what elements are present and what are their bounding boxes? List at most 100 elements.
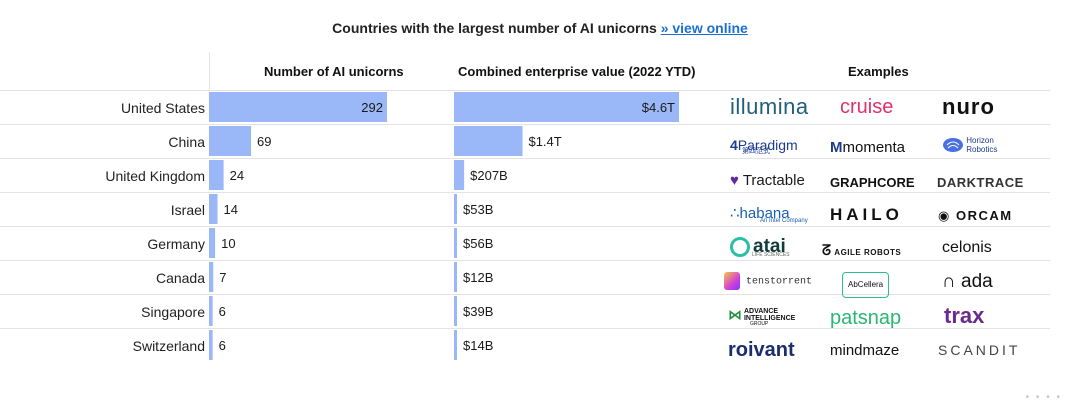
logo-orcam: ◉ ORCAM	[938, 206, 1013, 226]
data-label: 292	[361, 100, 383, 115]
row-rule	[0, 192, 1050, 193]
logo-darktrace-text: DARKTRACE	[937, 175, 1024, 190]
ada-icon: ∩	[942, 271, 956, 292]
logo-advance-text: ADVANCE INTELLIGENCE	[743, 308, 796, 322]
view-online-link[interactable]: » view online	[660, 20, 748, 36]
data-label: 14	[224, 202, 238, 217]
footer-dots: • • • •	[1025, 392, 1062, 403]
logo-roivant: roivant	[728, 340, 795, 360]
atai-icon	[730, 237, 750, 257]
bar	[454, 194, 457, 224]
logo-darktrace: DARKTRACE	[937, 173, 1024, 193]
row-rule	[0, 226, 1050, 227]
logo-atai: atai LIFE SCIENCES	[730, 237, 790, 258]
logo-hailo: HAILO	[830, 205, 903, 225]
logo-horizon-text: Horizon Robotics	[966, 136, 998, 154]
dots-icon: ∴	[730, 205, 740, 222]
country-label: China	[168, 134, 205, 150]
header-divider	[209, 52, 210, 90]
bar	[209, 228, 216, 258]
bar	[209, 160, 224, 190]
logo-horizon: Horizon Robotics	[942, 136, 1004, 154]
logo-atai-sub: LIFE SCIENCES	[752, 252, 790, 259]
data-label: $53B	[463, 202, 493, 217]
logo-habana-sub: An Intel Company	[760, 218, 808, 224]
heart-icon: ♥	[730, 172, 739, 189]
data-label: 10	[221, 236, 235, 251]
bar	[454, 126, 523, 156]
country-label: United Kingdom	[105, 168, 205, 184]
unicorn-count-chart: 292 69 24 14 10 7 6 6	[209, 92, 387, 360]
col-header-unicorns: Number of AI unicorns	[264, 64, 404, 79]
bar	[209, 92, 387, 122]
robot-icon: ᘔ	[822, 242, 832, 258]
logo-abcellera: AbCellera	[842, 272, 890, 298]
logo-scandit: SCANDIT	[938, 340, 1020, 360]
logo-tractable: ♥ Tractable	[730, 171, 805, 191]
bar	[209, 262, 214, 292]
logo-ada: ∩ ada	[942, 272, 993, 292]
data-label: 24	[230, 168, 244, 183]
row-rule	[0, 328, 1050, 329]
logo-paradigm-text: Paradigm	[737, 137, 798, 153]
logo-illumina-text: illumina	[730, 94, 809, 119]
logo-roivant-text: roivant	[728, 339, 795, 361]
country-label: Singapore	[141, 304, 205, 320]
logo-scandit-text: SCANDIT	[938, 342, 1021, 358]
logo-mindmaze: mindmaze	[830, 341, 899, 361]
logo-cruise-text: cruise	[840, 96, 894, 118]
country-label: Canada	[155, 270, 205, 286]
row-rule	[0, 124, 1050, 125]
logo-atai-text: atai	[753, 236, 786, 258]
logo-orcam-text: ORCAM	[955, 208, 1013, 223]
eye-icon: ◉	[938, 208, 951, 223]
data-label: $207B	[470, 168, 508, 183]
logo-tenstorrent-text: tenstorrent	[746, 276, 813, 288]
brain-icon	[943, 138, 963, 152]
logo-graphcore: GRAPHCORE	[830, 173, 915, 193]
logo-illumina: illumina	[730, 94, 809, 119]
momenta-icon: M	[830, 139, 843, 156]
logo-mindmaze-text: mindmaze	[830, 342, 900, 359]
data-label: $39B	[463, 304, 493, 319]
logo-abcellera-text: AbCellera	[842, 272, 890, 298]
bar	[454, 228, 457, 258]
bar	[454, 92, 679, 122]
data-label: 7	[219, 270, 226, 285]
logo-celonis-text: celonis	[942, 239, 992, 256]
logo-trax-text: trax	[944, 303, 985, 328]
bar	[209, 296, 213, 326]
country-label: United States	[120, 100, 205, 116]
header-rule	[0, 90, 1050, 91]
logo-patsnap-text: patsnap	[830, 307, 902, 329]
logo-agile-robots-text: AGILE ROBOTS	[834, 248, 902, 257]
chart-title: Countries with the largest number of AI …	[0, 20, 1080, 36]
country-label: Israel	[170, 202, 205, 218]
logo-graphcore-text: GRAPHCORE	[830, 175, 915, 190]
data-label: 6	[219, 304, 226, 319]
logo-paradigm-sub: 第四范式	[742, 148, 770, 155]
bar	[454, 296, 457, 326]
chip-icon	[724, 272, 740, 290]
logo-momenta: Mmomenta	[830, 138, 905, 158]
country-label: Switzerland	[132, 338, 205, 354]
col-header-examples: Examples	[848, 64, 909, 79]
data-label: $12B	[463, 270, 493, 285]
logo-habana: ∴habana An Intel Company	[730, 204, 808, 225]
bar	[209, 126, 252, 156]
logo-momenta-text: momenta	[842, 139, 906, 156]
title-text: Countries with the largest number of AI …	[332, 20, 657, 36]
data-label: 69	[257, 134, 271, 149]
logo-tractable-text: Tractable	[742, 172, 805, 189]
logo-celonis: celonis	[942, 238, 992, 258]
bar	[209, 330, 213, 360]
country-label: Germany	[147, 236, 205, 252]
data-label: $4.6T	[642, 100, 675, 115]
bar	[209, 194, 218, 224]
logo-ada-text: ada	[961, 271, 993, 292]
logo-advance-sub: GROUP	[750, 321, 769, 327]
enterprise-value-chart: $4.6T $1.4T $207B $53B $56B $12B $39B $14B	[454, 92, 679, 360]
row-rule	[0, 294, 1050, 295]
paradigm-icon: 4	[730, 137, 738, 153]
logo-paradigm: 4Paradigm 第四范式	[730, 135, 798, 156]
